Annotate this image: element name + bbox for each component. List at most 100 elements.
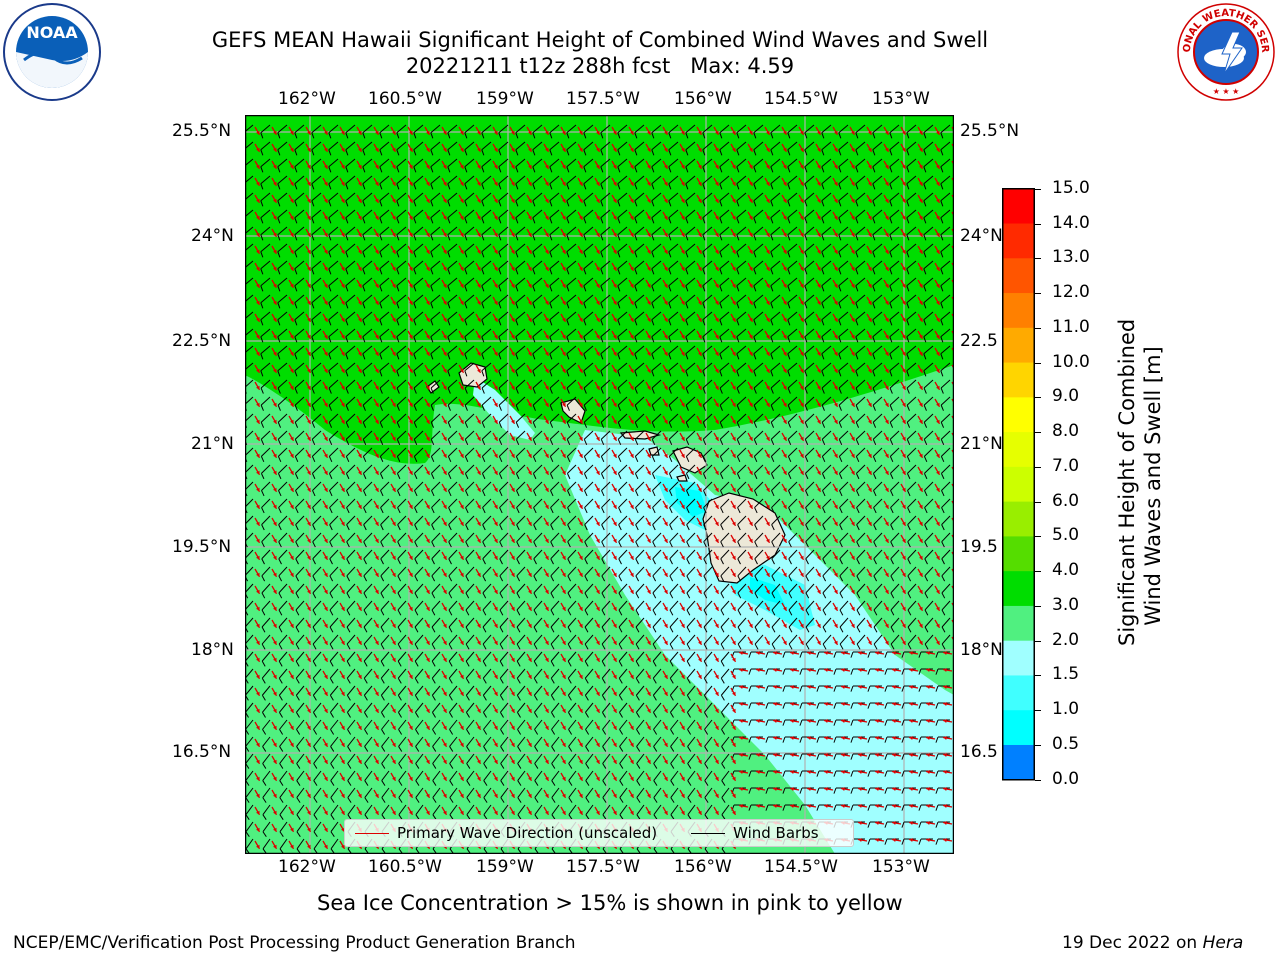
- wind-barb: [583, 175, 594, 185]
- wind-barb-feather: [770, 285, 774, 292]
- wind-barb-feather: [363, 558, 367, 565]
- wind-barb-feather: [833, 753, 837, 760]
- wind-barb: [311, 379, 322, 389]
- wind-barb-feather: [804, 439, 809, 445]
- wind-barb: [379, 311, 390, 321]
- wind-barb: [821, 124, 832, 134]
- wind-barb: [821, 243, 832, 253]
- wind-barb-feather: [771, 643, 776, 650]
- wind-barb-feather: [397, 507, 401, 514]
- wind-barb: [634, 294, 645, 304]
- wind-barb-feather: [940, 387, 944, 394]
- wind-barb: [566, 158, 577, 168]
- wind-barb: [685, 141, 696, 151]
- wind-barb-feather: [380, 524, 384, 531]
- wind-barb: [720, 600, 730, 611]
- wind-barb: [719, 311, 730, 321]
- wind-barb-feather: [330, 712, 334, 718]
- wind-barb-feather: [856, 558, 860, 565]
- wind-barb: [550, 685, 560, 696]
- wind-barb: [397, 685, 407, 696]
- wind-barb-feather: [906, 132, 910, 139]
- wind-barb: [787, 345, 798, 355]
- wind-barb: [568, 702, 577, 713]
- wind-barb: [889, 328, 900, 338]
- wind-barb-feather: [924, 575, 929, 582]
- wind-barb-feather: [685, 473, 690, 480]
- wind-barb-feather: [668, 149, 672, 156]
- wind-barb-feather: [787, 149, 791, 156]
- wind-barb: [634, 430, 645, 440]
- wind-barb: [515, 158, 526, 168]
- wind-barb-feather: [328, 285, 332, 292]
- wind-barb: [245, 583, 254, 594]
- wind-barb-feather: [816, 770, 820, 777]
- wind-barb-feather: [415, 797, 420, 803]
- wind-barb: [890, 447, 900, 457]
- wind-barb: [636, 736, 645, 747]
- wind-barb: [737, 481, 747, 491]
- wind-barb-feather: [363, 592, 368, 599]
- wind-barb: [619, 702, 628, 713]
- wind-barb: [465, 566, 475, 577]
- wind-barb-feather: [839, 490, 843, 497]
- wind-barb-feather: [838, 422, 843, 428]
- wind-barb: [566, 243, 577, 253]
- wind-barb: [635, 515, 645, 525]
- wind-barb: [703, 498, 713, 508]
- wind-barb-feather: [363, 694, 368, 701]
- wind-barb-feather: [668, 234, 672, 241]
- wind-barb-feather: [431, 490, 435, 497]
- wind-barb-feather: [782, 668, 786, 675]
- wind-barb-feather: [517, 746, 522, 752]
- wind-barb-feather: [328, 149, 332, 156]
- wind-barb: [532, 260, 543, 270]
- wind-barb: [448, 481, 458, 491]
- wind-barb-feather: [653, 780, 658, 786]
- wind-barb: [499, 685, 509, 696]
- wind-barb: [703, 464, 713, 474]
- wind-barb: [583, 430, 594, 440]
- wind-barb-feather: [787, 456, 792, 463]
- wind-barb-feather: [379, 149, 383, 156]
- wind-barb-feather: [345, 387, 349, 394]
- wind-barb: [788, 464, 798, 474]
- wind-barb: [687, 736, 696, 747]
- wind-barb-feather: [566, 336, 570, 343]
- wind-barb-feather: [311, 183, 315, 190]
- wind-barb: [397, 566, 407, 577]
- wind-barb-feather: [532, 132, 536, 139]
- wind-barb-feather: [850, 651, 854, 658]
- wind-barb-feather: [447, 422, 452, 428]
- wind-barb-feather: [636, 712, 640, 718]
- wind-barb: [787, 413, 798, 423]
- wind-barb-feather: [277, 166, 281, 173]
- wind-barb-feather: [566, 251, 570, 258]
- wind-barb: [464, 243, 475, 253]
- wind-barb: [634, 396, 645, 406]
- wind-barb-feather: [261, 507, 265, 514]
- wind-barb: [499, 634, 509, 645]
- wind-barb-feather: [653, 797, 658, 803]
- wind-barb-feather: [498, 234, 502, 241]
- wind-barb-feather: [414, 490, 418, 497]
- wind-barb-feather: [736, 336, 740, 343]
- wind-barb: [838, 328, 849, 338]
- wind-barb-feather: [381, 797, 386, 803]
- wind-barb-feather: [414, 507, 418, 514]
- wind-barb-feather: [362, 456, 367, 463]
- wind-barb: [466, 719, 475, 730]
- wind-barb-feather: [821, 268, 825, 275]
- wind-barb-feather: [890, 507, 894, 514]
- wind-barb: [278, 600, 288, 611]
- wind-barb: [873, 583, 883, 594]
- wind-barb: [720, 583, 730, 594]
- wind-barb: [601, 532, 611, 543]
- wind-barb-feather: [855, 200, 859, 207]
- wind-barb: [550, 498, 560, 508]
- wind-barb-feather: [380, 490, 384, 497]
- wind-barb-feather: [889, 319, 893, 326]
- wind-barb-feather: [788, 507, 792, 514]
- wind-barb-feather: [872, 387, 876, 394]
- wind-barb-feather: [515, 387, 519, 394]
